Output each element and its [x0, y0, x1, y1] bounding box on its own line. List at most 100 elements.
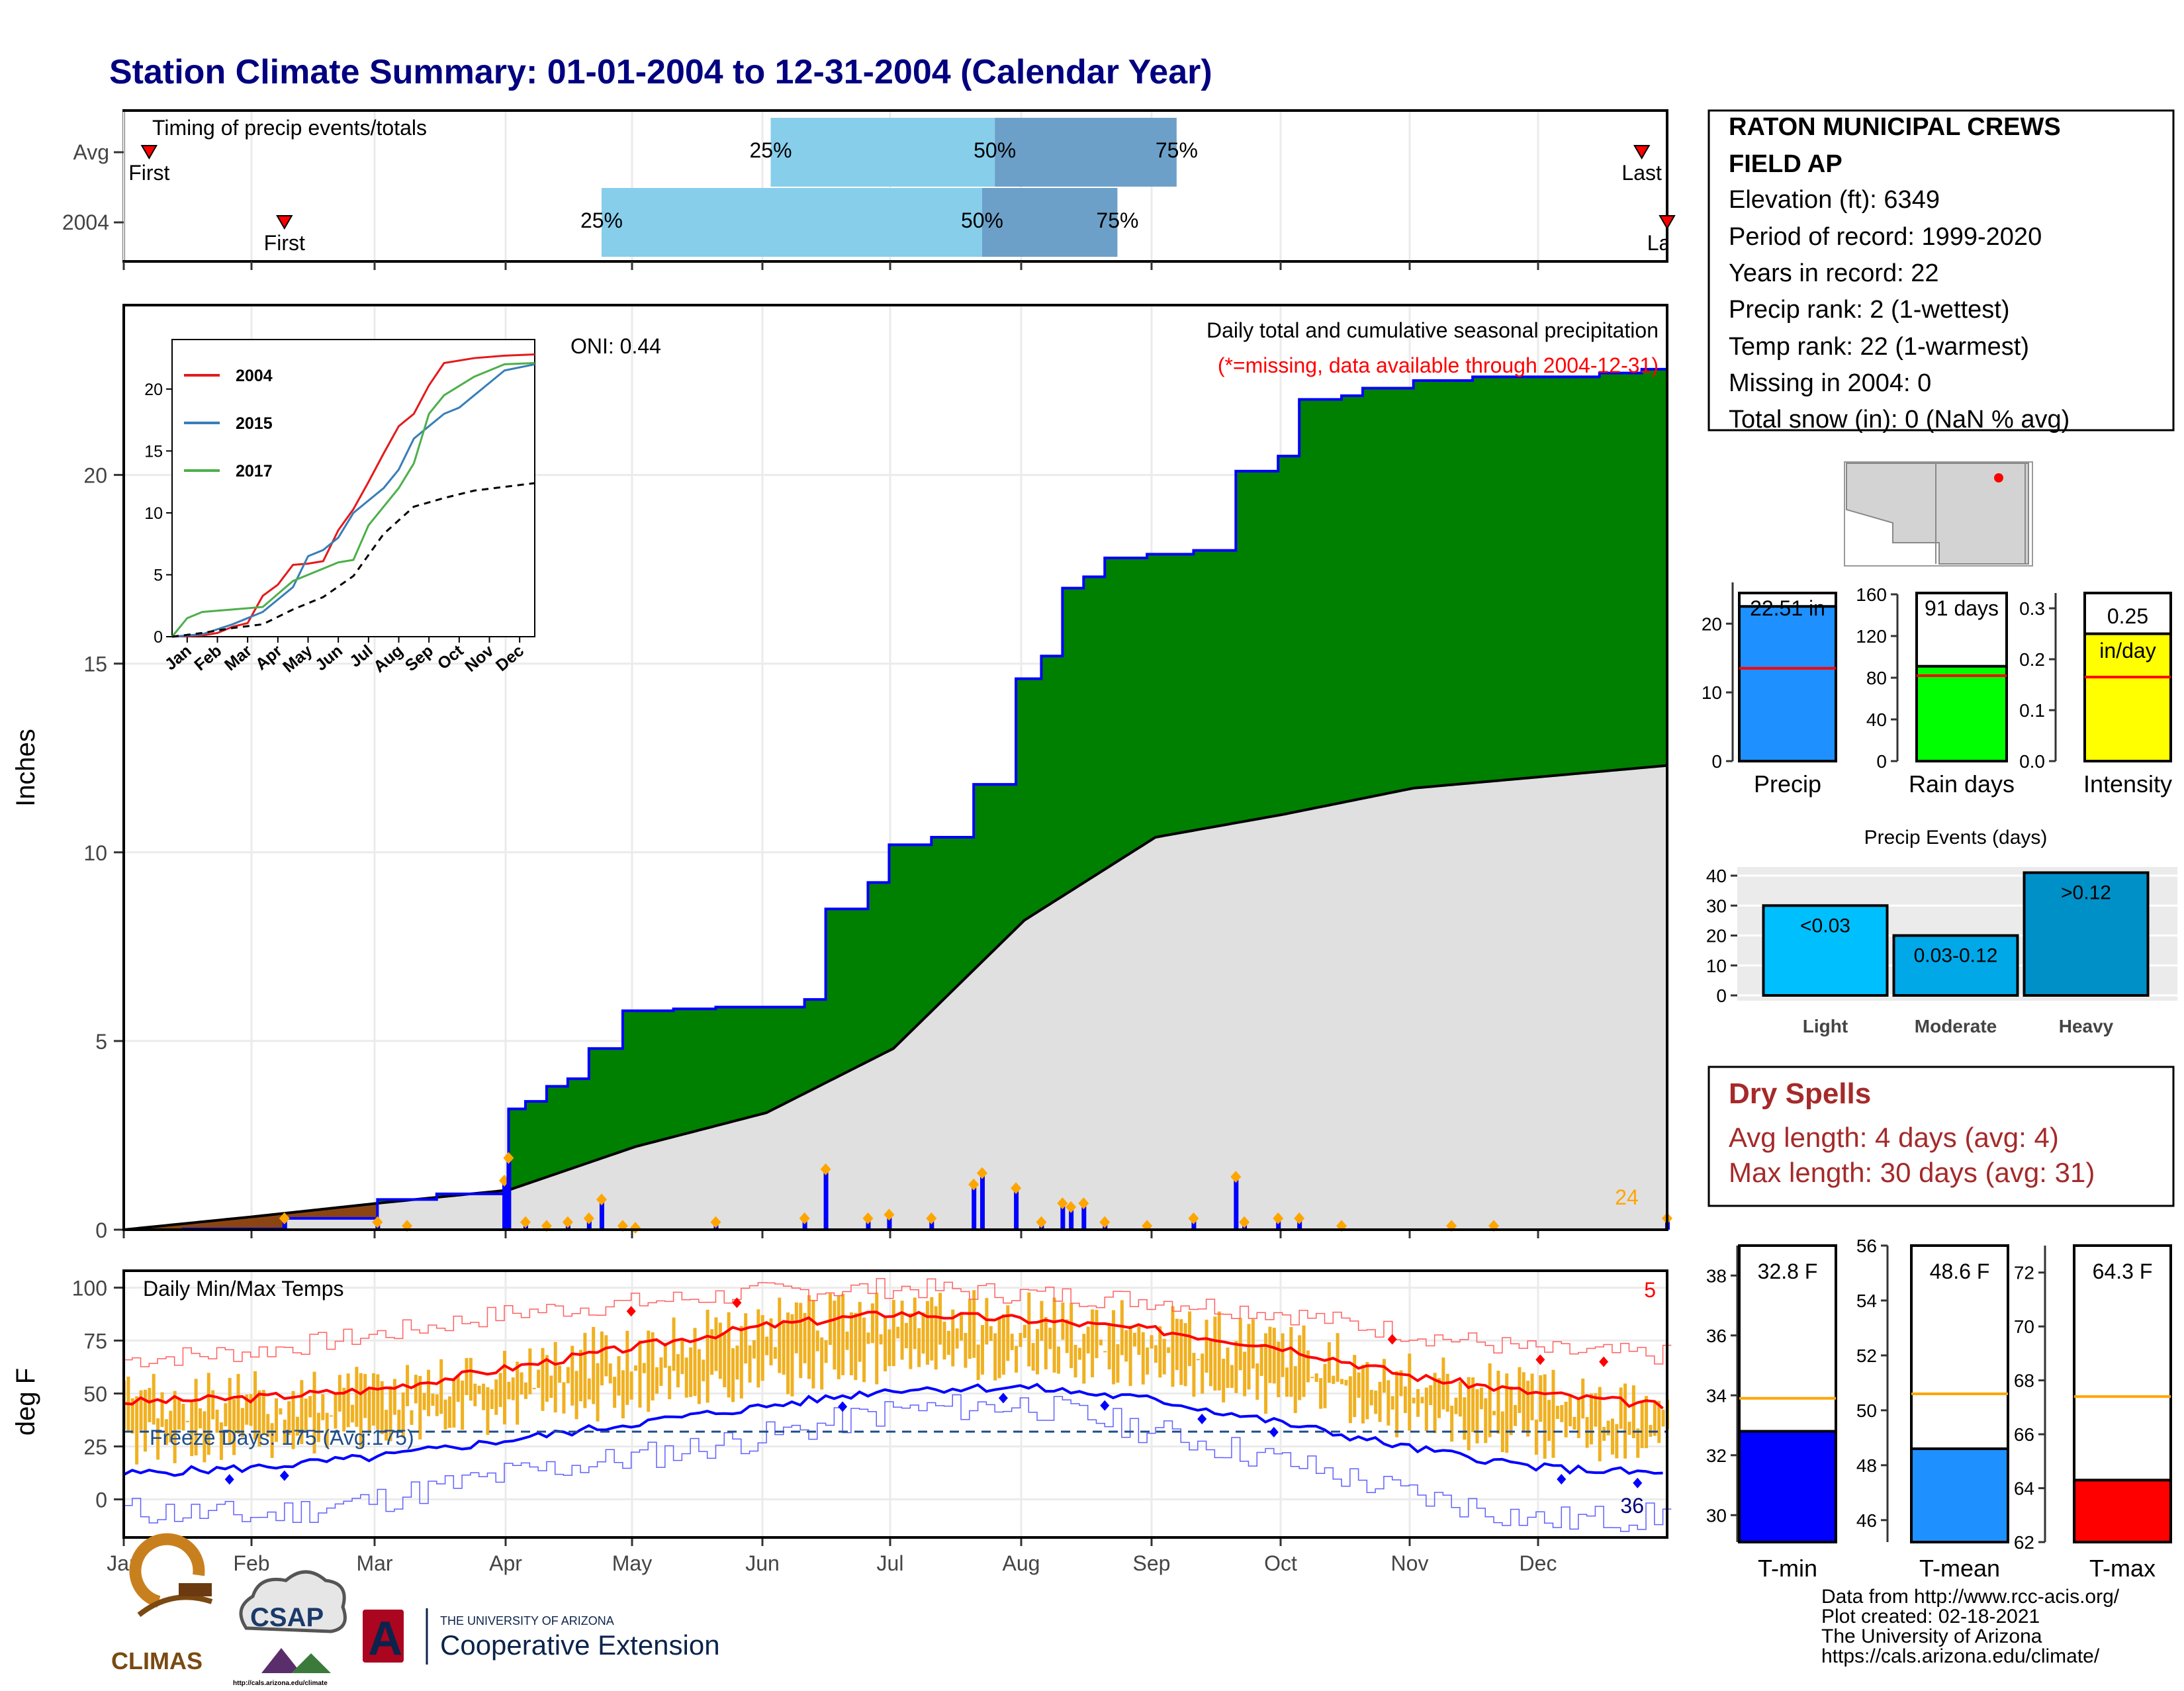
- daily-temp-range-bar: [224, 1403, 228, 1426]
- daily-temp-range-bar: [1027, 1292, 1031, 1367]
- daily-temp-range-bar: [553, 1342, 557, 1413]
- tmean-bar: [1910, 1447, 2009, 1543]
- precip-events-y-tick-label: 40: [1706, 866, 1727, 886]
- daily-temp-range-bar: [211, 1390, 215, 1420]
- daily-temp-range-bar: [583, 1332, 587, 1408]
- daily-temp-range-bar: [427, 1369, 431, 1416]
- daily-precip-bar: [1060, 1203, 1066, 1230]
- daily-temp-range-bar: [1467, 1377, 1471, 1451]
- daily-temp-range-bar: [270, 1423, 274, 1458]
- cum-average-area: [124, 765, 1667, 1230]
- timing-p75-label: 75%: [1156, 138, 1198, 162]
- daily-temp-range-bar: [1065, 1319, 1069, 1353]
- daily-temp-range-bar: [1132, 1332, 1136, 1347]
- precip-events-category-label: Moderate: [1915, 1016, 1997, 1036]
- daily-temp-range-bar: [1653, 1400, 1657, 1436]
- daily-temp-range-bar: [537, 1369, 541, 1389]
- daily-temp-range-bar: [790, 1314, 794, 1396]
- daily-temp-range-bar: [663, 1343, 667, 1368]
- daily-temp-range-bar: [494, 1379, 498, 1415]
- daily-precip-bar: [506, 1158, 512, 1230]
- daily-temp-range-bar: [786, 1312, 790, 1394]
- daily-temp-range-bar: [629, 1371, 633, 1400]
- daily-temp-range-bar: [710, 1329, 714, 1375]
- daily-temp-range-bar: [562, 1382, 566, 1414]
- cum-y-tick-label: 0: [95, 1218, 107, 1242]
- daily-temp-range-bar: [1576, 1397, 1580, 1438]
- daily-temp-range-bar: [1374, 1391, 1378, 1414]
- daily-temp-range-bar: [760, 1315, 764, 1381]
- daily-temp-range-bar: [240, 1408, 244, 1438]
- daily-temp-range-bar: [1314, 1373, 1318, 1382]
- tmean-y-tick-label: 56: [1856, 1236, 1877, 1256]
- cum-y-tick-label: 20: [83, 464, 107, 488]
- tmean-y-tick-label: 52: [1856, 1346, 1877, 1366]
- daily-temp-range-bar: [228, 1378, 232, 1445]
- daily-temp-range-bar: [1631, 1385, 1635, 1439]
- daily-temp-range-bar: [824, 1340, 828, 1363]
- tmax-y-tick-label: 70: [2014, 1316, 2034, 1337]
- daily-precip-bar: [866, 1218, 871, 1230]
- daily-temp-range-bar: [579, 1349, 583, 1402]
- daily-temp-range-bar: [1293, 1366, 1297, 1414]
- timing-first-marker: [276, 215, 293, 230]
- daily-temp-range-bar: [545, 1355, 549, 1402]
- daily-temp-range-bar: [130, 1398, 134, 1434]
- daily-precip-bar: [823, 1169, 829, 1230]
- daily-temp-range-bar: [1463, 1397, 1467, 1440]
- daily-temp-range-bar: [1086, 1326, 1090, 1353]
- daily-temp-range-bar: [1458, 1381, 1462, 1417]
- intensity-y-tick-label: 0.1: [2019, 700, 2045, 721]
- daily-temp-range-bar: [1424, 1387, 1428, 1432]
- daily-temp-range-bar: [1636, 1428, 1640, 1458]
- precip-events-bar-heavy: [2023, 871, 2150, 997]
- daily-precip-bar: [1014, 1188, 1019, 1230]
- precip-events-y-tick-label: 20: [1706, 926, 1727, 946]
- daily-temp-range-bar: [946, 1330, 950, 1355]
- daily-temp-range-bar: [647, 1330, 651, 1412]
- daily-temp-range-bar: [723, 1334, 727, 1388]
- daily-temp-range-bar: [1230, 1365, 1234, 1389]
- daily-temp-range-bar: [194, 1379, 198, 1456]
- daily-temp-range-bar: [1569, 1394, 1572, 1427]
- daily-temp-range-bar: [266, 1414, 270, 1438]
- daily-temp-range-bar: [346, 1373, 350, 1428]
- timing-row-label: 2004: [62, 210, 109, 234]
- dry-spells-box: [1707, 1066, 2175, 1207]
- station-name-line2: FIELD AP: [1729, 150, 1843, 178]
- daily-temp-range-bar: [693, 1328, 697, 1396]
- daily-temp-range-bar: [794, 1302, 798, 1353]
- max-daily-label: 24: [1615, 1185, 1639, 1209]
- daily-temp-range-bar: [731, 1348, 735, 1402]
- daily-temp-range-bar: [473, 1383, 477, 1406]
- temp-x-tick-label: Jun: [745, 1551, 780, 1575]
- daily-temp-range-bar: [1564, 1401, 1568, 1438]
- timing-first-marker: [140, 145, 158, 160]
- csap-logo-text: CSAP: [250, 1603, 324, 1632]
- daily-temp-range-bar: [921, 1312, 925, 1354]
- daily-precip-marker: [503, 1152, 514, 1164]
- timing-last-marker: [1659, 215, 1676, 230]
- temp-y-tick-label: 75: [83, 1330, 107, 1353]
- record-high-marker: [1599, 1356, 1609, 1367]
- daily-precip-bar: [929, 1218, 934, 1230]
- daily-temp-range-bar: [718, 1322, 722, 1379]
- tmax-y-tick-label: 66: [2014, 1424, 2034, 1445]
- daily-temp-range-bar: [1488, 1363, 1492, 1438]
- daily-precip-bar: [599, 1199, 604, 1230]
- daily-temp-range-bar: [1589, 1393, 1593, 1445]
- daily-temp-range-bar: [1505, 1373, 1509, 1453]
- daily-temp-range-bar: [1530, 1373, 1534, 1421]
- daily-temp-range-bar: [1196, 1359, 1200, 1361]
- daily-temp-range-bar: [1167, 1347, 1171, 1353]
- daily-temp-range-bar: [169, 1410, 173, 1443]
- dry-spells-avg: Avg length: 4 days (avg: 4): [1729, 1122, 2059, 1153]
- record-low-marker: [838, 1401, 848, 1412]
- temp-x-tick-label: Apr: [489, 1551, 522, 1575]
- daily-temp-range-bar: [968, 1299, 972, 1359]
- timing-p50-label: 50%: [961, 208, 1003, 232]
- daily-temp-range-bar: [385, 1410, 388, 1441]
- temp-x-tick-label: May: [612, 1551, 652, 1575]
- inset-line-2015: [171, 363, 535, 638]
- daily-temp-range-bar: [351, 1404, 355, 1423]
